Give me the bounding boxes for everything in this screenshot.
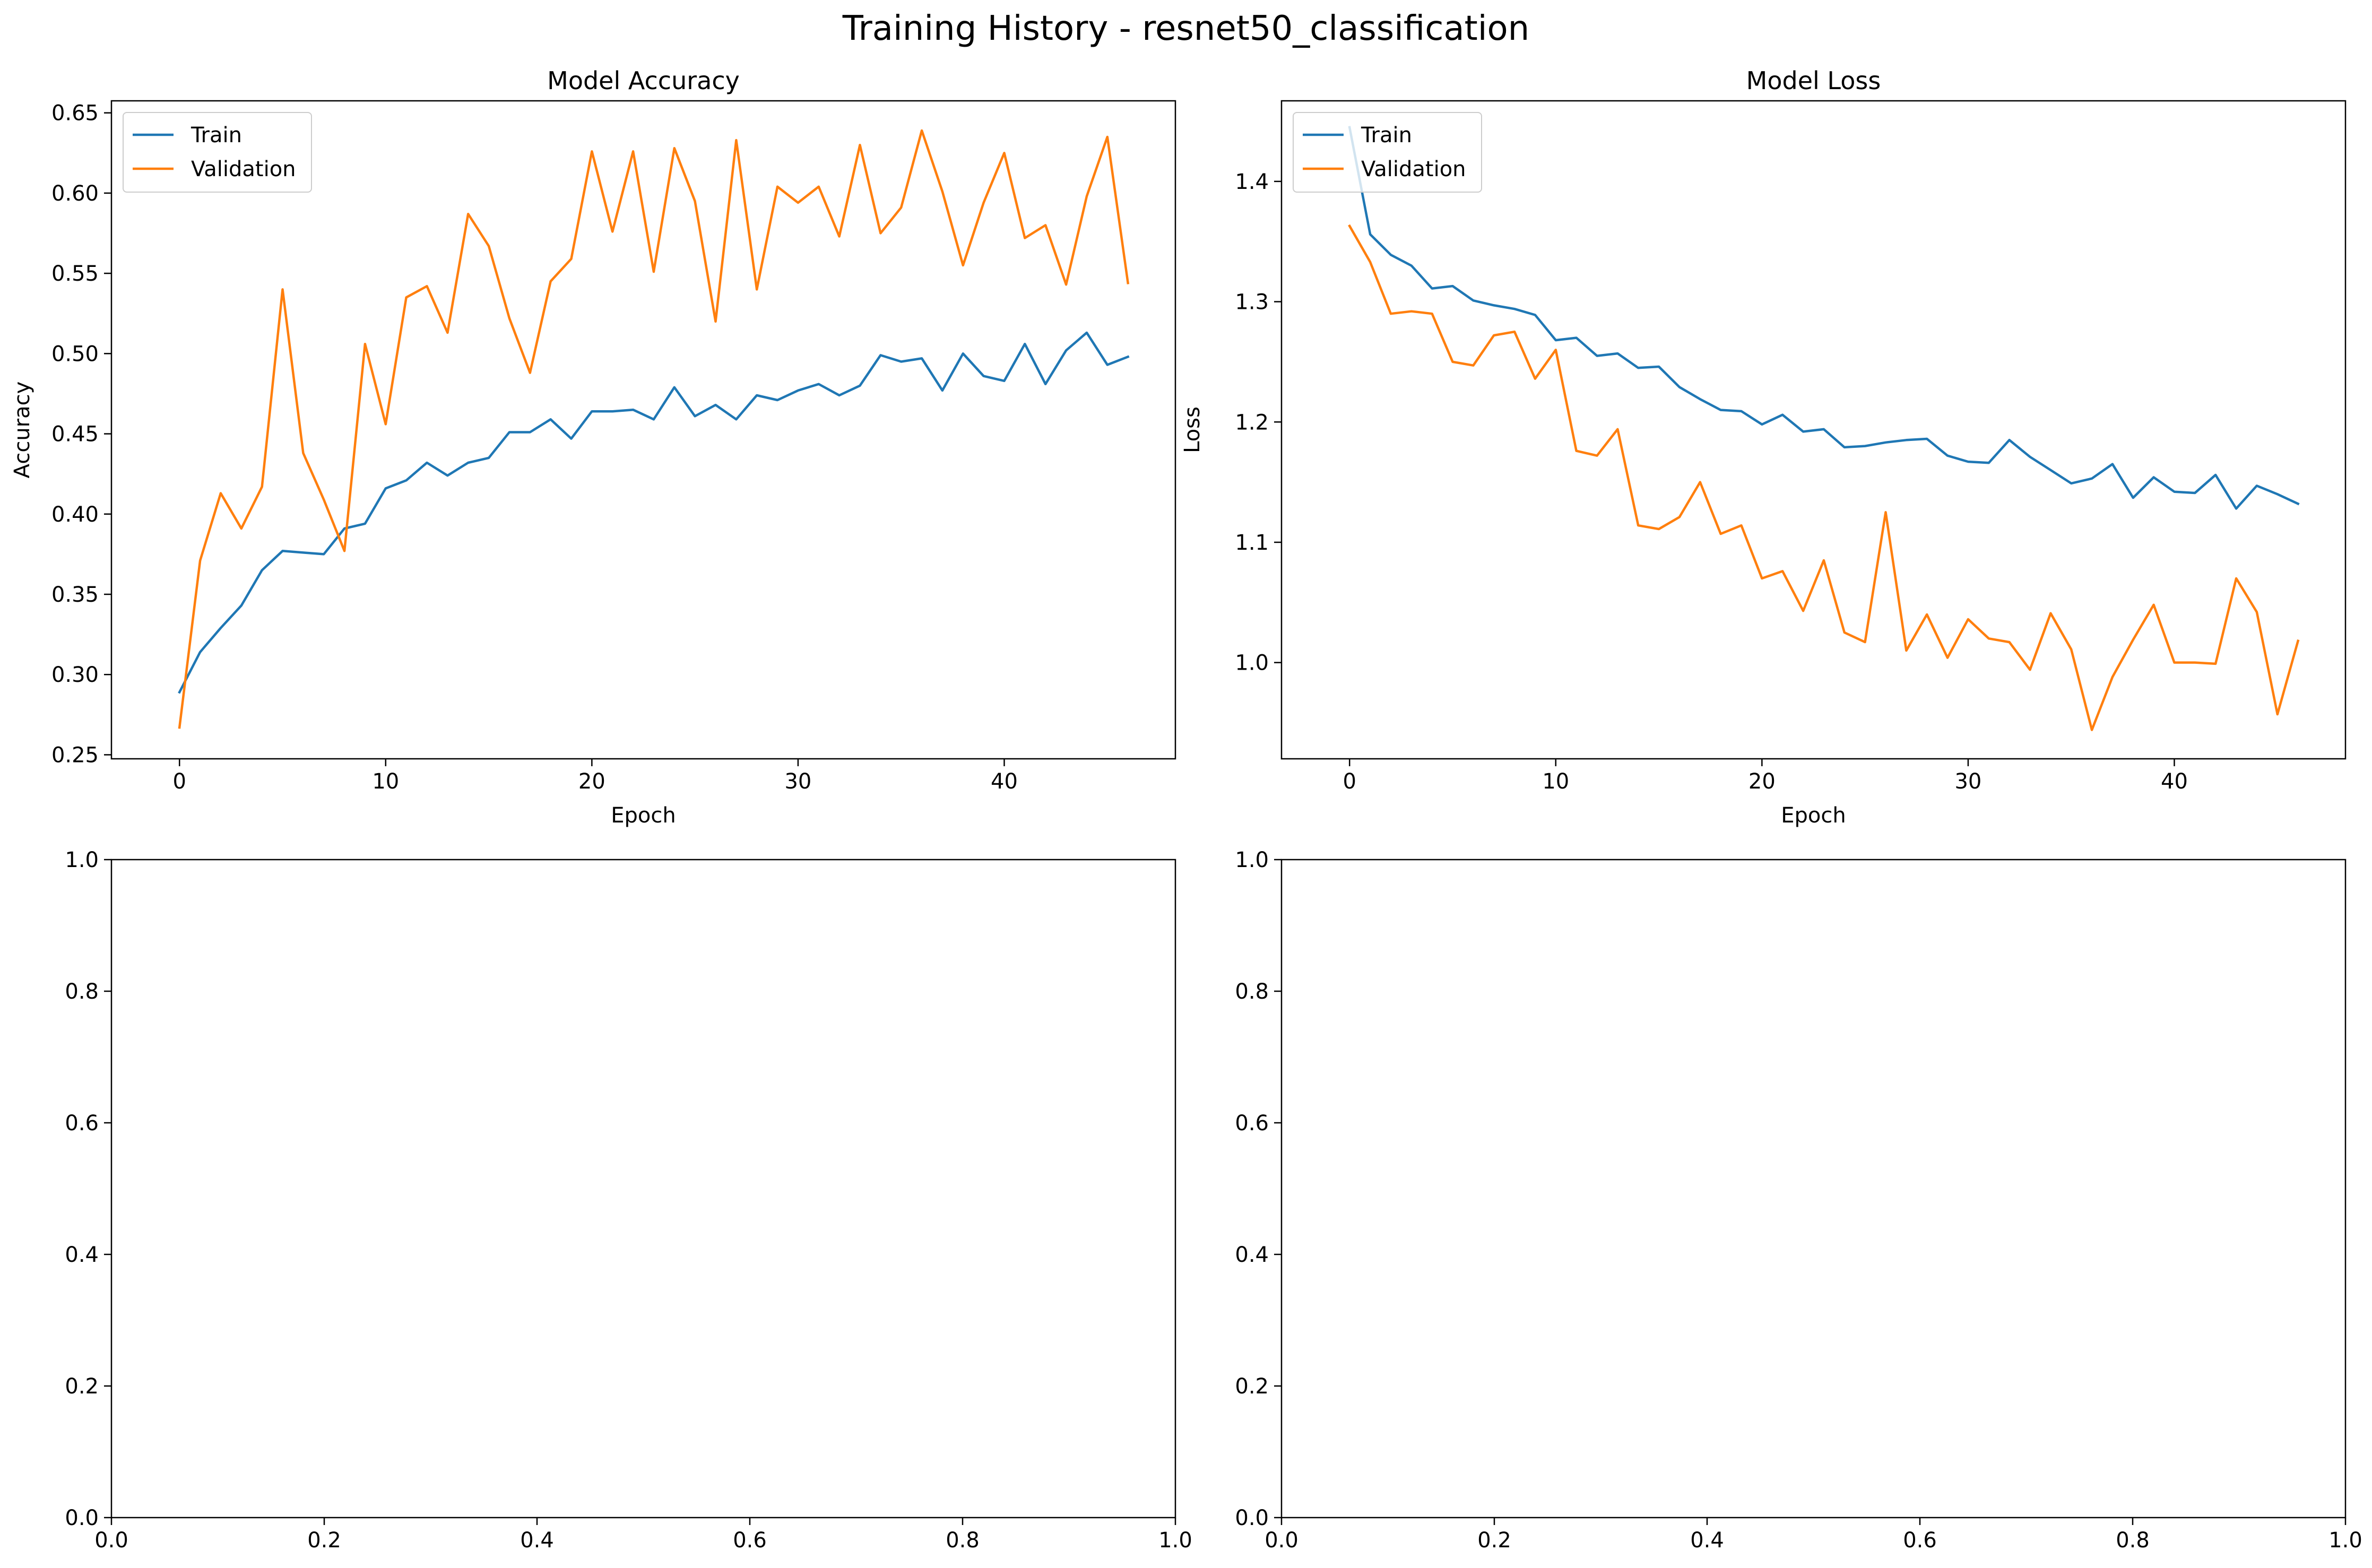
x-axis-label: Epoch — [1781, 803, 1846, 828]
y-tick-label: 0.25 — [51, 743, 99, 767]
chart-title: Model Loss — [1746, 66, 1881, 95]
y-tick-label: 0.2 — [1235, 1374, 1269, 1399]
y-tick-label: 0.60 — [51, 181, 99, 206]
x-tick-label: 20 — [578, 769, 605, 794]
y-tick-label: 0.8 — [65, 980, 99, 1004]
x-tick-label: 40 — [991, 769, 1018, 794]
y-tick-label: 1.0 — [65, 848, 99, 872]
y-tick-label: 1.4 — [1235, 170, 1269, 194]
legend-label: Train — [191, 123, 242, 148]
y-tick-label: 1.1 — [1235, 531, 1269, 555]
legend-label: Validation — [191, 157, 296, 181]
plot-frame — [1280, 100, 2347, 760]
x-tick-label: 10 — [1542, 769, 1569, 794]
chart-panel-4: 0.0 0.2 0.4 0.6 0.8 1.0 0.0 0.2 0.4 0.6 0.8 1.0 — [1235, 848, 2362, 1553]
x-tick-label: 0 — [1343, 769, 1356, 794]
x-tick-label: 30 — [784, 769, 811, 794]
x-tick-label: 10 — [372, 769, 399, 794]
chart-panel-3: 0.0 0.2 0.4 0.6 0.8 1.0 0.0 0.2 0.4 0.6 0.8 1.0 — [65, 848, 1192, 1553]
y-tick-label: 0.8 — [1235, 980, 1269, 1004]
y-tick-label: 0.30 — [51, 663, 99, 687]
x-tick-label: 1.0 — [1158, 1528, 1192, 1553]
series-line-validation — [1348, 224, 2300, 731]
x-tick-label: 40 — [2161, 769, 2188, 794]
y-tick-label: 0.55 — [51, 262, 99, 286]
plot-frame — [110, 859, 1176, 1519]
chart-panel-1: 0 10 20 30 40 0.25 0.30 0.35 0.40 0.45 0.50 0.55 0.6… — [10, 66, 1176, 828]
x-tick-label: 0.0 — [94, 1528, 128, 1553]
y-axis-label: Accuracy — [10, 382, 34, 479]
y-tick-label: 0.0 — [65, 1506, 99, 1530]
chart-panel-2: 0 10 20 30 40 1.0 1.1 1.2 1.3 1.4 Model Loss Epoch L… — [1180, 66, 2347, 828]
x-tick-label: 0.6 — [733, 1528, 767, 1553]
y-tick-label: 0.4 — [1235, 1243, 1269, 1267]
legend-label: Train — [1361, 123, 1412, 148]
legend-label: Validation — [1361, 157, 1466, 181]
series-line-train — [1348, 126, 2300, 510]
plot-frame — [110, 100, 1176, 760]
x-axis-label: Epoch — [611, 803, 676, 828]
y-tick-label: 1.0 — [1235, 848, 1269, 872]
y-tick-label: 0.35 — [51, 583, 99, 607]
y-tick-label: 1.3 — [1235, 290, 1269, 315]
chart-title: Model Accuracy — [547, 66, 740, 95]
x-tick-label: 0.8 — [2116, 1528, 2150, 1553]
x-tick-label: 0.2 — [1477, 1528, 1511, 1553]
y-tick-label: 0.40 — [51, 503, 99, 527]
x-tick-label: 1.0 — [2328, 1528, 2362, 1553]
x-tick-label: 0 — [173, 769, 186, 794]
y-tick-label: 0.0 — [1235, 1506, 1269, 1530]
legend: Train Validation — [1293, 112, 1482, 193]
plot-frame — [1280, 859, 2347, 1519]
y-tick-label: 0.2 — [65, 1374, 99, 1399]
y-tick-label: 1.2 — [1235, 410, 1269, 435]
y-tick-label: 0.45 — [51, 422, 99, 447]
x-tick-label: 0.4 — [1690, 1528, 1724, 1553]
y-tick-label: 0.4 — [65, 1243, 99, 1267]
x-tick-label: 0.4 — [520, 1528, 554, 1553]
y-tick-label: 0.50 — [51, 342, 99, 366]
y-tick-label: 0.6 — [65, 1111, 99, 1136]
y-tick-label: 0.6 — [1235, 1111, 1269, 1136]
series-line-train — [178, 331, 1130, 694]
x-tick-label: 0.8 — [946, 1528, 980, 1553]
legend-box — [1293, 112, 1482, 193]
y-tick-label: 1.0 — [1235, 651, 1269, 675]
x-tick-label: 0.6 — [1903, 1528, 1937, 1553]
x-tick-label: 0.0 — [1265, 1528, 1298, 1553]
x-tick-label: 30 — [1954, 769, 1981, 794]
legend: Train Validation — [123, 112, 312, 193]
figure-title: Training History - resnet50_classificati… — [842, 9, 1529, 48]
series-line-validation — [178, 129, 1130, 729]
y-tick-label: 0.65 — [51, 101, 99, 126]
y-axis-label: Loss — [1180, 406, 1205, 453]
x-tick-label: 0.2 — [307, 1528, 341, 1553]
x-tick-label: 20 — [1748, 769, 1776, 794]
legend-box — [123, 112, 312, 193]
